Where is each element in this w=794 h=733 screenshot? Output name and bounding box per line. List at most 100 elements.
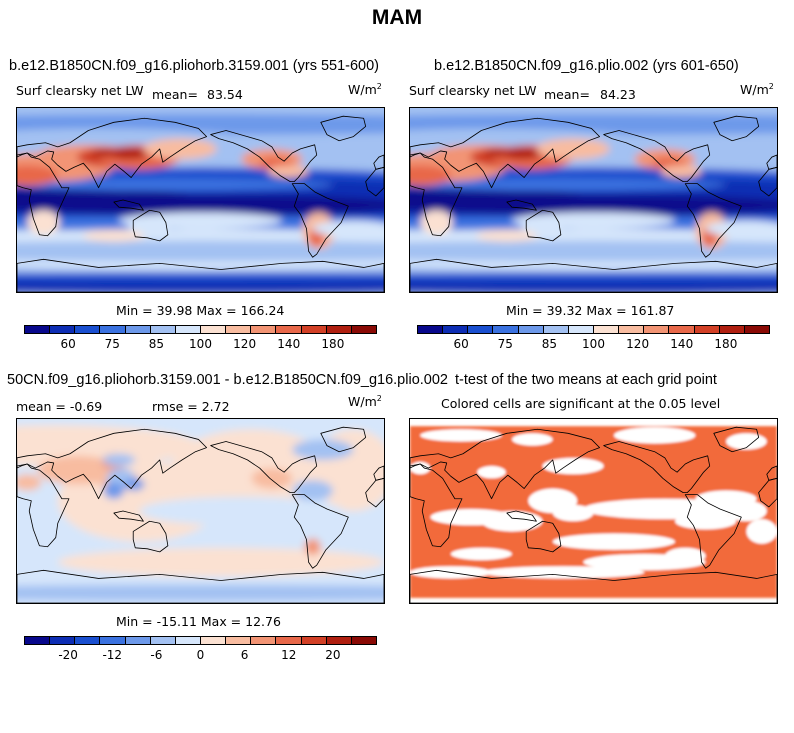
colorbar-swatch (276, 637, 302, 644)
colorbar-swatch (326, 637, 352, 644)
insignificant-region (511, 433, 553, 446)
colorbar-swatch (175, 326, 201, 333)
field-cell (17, 178, 333, 191)
field-cell (292, 480, 334, 501)
coastline (758, 166, 777, 197)
insignificant-region (613, 427, 696, 444)
colorbar-swatch (468, 326, 494, 333)
colorbar-swatch (25, 637, 51, 644)
field-cell (511, 212, 676, 229)
field-cell (27, 210, 60, 235)
field-cell (108, 146, 150, 160)
coastline (17, 428, 208, 500)
colorbar-tick: -20 (58, 648, 78, 662)
coastline (17, 117, 208, 189)
panel3-map (16, 418, 385, 604)
coastline (410, 569, 777, 603)
insignificant-region (746, 519, 777, 544)
coastline (320, 115, 367, 142)
colorbar-swatch (200, 637, 227, 644)
colorbar-swatch (251, 326, 277, 333)
panel2-mean-label: mean= (544, 87, 590, 102)
insignificant-region (664, 547, 706, 565)
coastline (410, 258, 777, 292)
panel3-mean: mean = -0.69 (16, 399, 103, 414)
colorbar-swatch (744, 326, 769, 333)
panel3-colorbar-ticks: -20 -12 -6 0 6 12 20 (24, 648, 377, 662)
coastline (758, 477, 777, 508)
panel3-unit: W/m2 (348, 394, 382, 410)
panel1-min-max: Min = 39.98 Max = 166.24 (116, 303, 285, 318)
panel3-title: 50CN.f09_g16.pliohorb.3159.001 - b.e12.B… (7, 372, 448, 388)
colorbar-tick: 140 (670, 337, 694, 351)
colorbar-swatch (719, 326, 745, 333)
field-cell (251, 468, 293, 489)
field-cell (17, 240, 384, 262)
coastline (210, 441, 318, 494)
coastline (365, 477, 384, 508)
colorbar-swatch (619, 326, 645, 333)
colorbar-tick: 75 (104, 337, 120, 351)
colorbar-swatch (694, 326, 720, 333)
field-cell (17, 194, 384, 216)
coastline (410, 428, 601, 500)
field-cell (118, 212, 283, 229)
colorbar-tick: 60 (60, 337, 76, 351)
colorbar-tick: 0 (196, 648, 205, 662)
field-cell (37, 455, 119, 485)
colorbar-swatch (175, 637, 201, 644)
colorbar-swatch (493, 326, 519, 333)
coastline (766, 154, 777, 170)
insignificant-region (450, 547, 512, 561)
coastline (506, 199, 537, 211)
coastline (113, 199, 144, 211)
colorbar-swatch (226, 326, 252, 333)
coastline (525, 209, 562, 242)
field-cell (17, 474, 42, 491)
coastline (210, 130, 318, 183)
field-cell (17, 165, 58, 186)
coastline (113, 510, 144, 522)
colorbar-swatch (443, 326, 469, 333)
field-cell (102, 453, 136, 467)
panel1-map (16, 107, 385, 293)
colorbar-swatch (418, 326, 444, 333)
colorbar-swatch (200, 326, 227, 333)
field-cell (420, 210, 453, 235)
field-cell (705, 220, 777, 237)
panel2-title: b.e12.B1850CN.f09_g16.plio.002 (yrs 601-… (434, 58, 739, 74)
coastline (603, 441, 711, 494)
colorbar-tick: 120 (626, 337, 650, 351)
insignificant-region (695, 490, 757, 507)
panel1-mean-label: mean= (152, 87, 198, 102)
panel1-colorbar-ticks: 60 75 85 100 120 140 180 (24, 337, 377, 351)
field-cell (410, 272, 777, 281)
coastline (410, 152, 463, 237)
coastline (17, 258, 384, 292)
colorbar-swatch (518, 326, 544, 333)
colorbar-tick: 100 (189, 337, 212, 351)
colorbar-swatch (644, 326, 670, 333)
map-field (17, 108, 384, 292)
panel4-map (409, 418, 778, 604)
colorbar-swatch (125, 326, 151, 333)
panel2-colorbar-ticks: 60 75 85 100 120 140 180 (417, 337, 770, 351)
panel2-colorbar (417, 325, 770, 334)
field-cell (91, 148, 116, 158)
coastline (132, 209, 169, 242)
colorbar-swatch (75, 637, 101, 644)
panel1-mean-value: 83.54 (207, 87, 243, 102)
map-field (410, 426, 777, 598)
field-cell (536, 138, 610, 160)
coastline (291, 494, 349, 569)
colorbar-swatch (125, 637, 151, 644)
colorbar-swatch (100, 637, 126, 644)
coastline (713, 426, 760, 453)
colorbar-swatch (276, 326, 302, 333)
colorbar-swatch (25, 326, 51, 333)
panel2-map (409, 107, 778, 293)
coastline (373, 154, 384, 170)
panel3-min-max: Min = -15.11 Max = 12.76 (116, 614, 281, 629)
colorbar-tick: 20 (325, 648, 341, 662)
colorbar-swatch (50, 326, 76, 333)
